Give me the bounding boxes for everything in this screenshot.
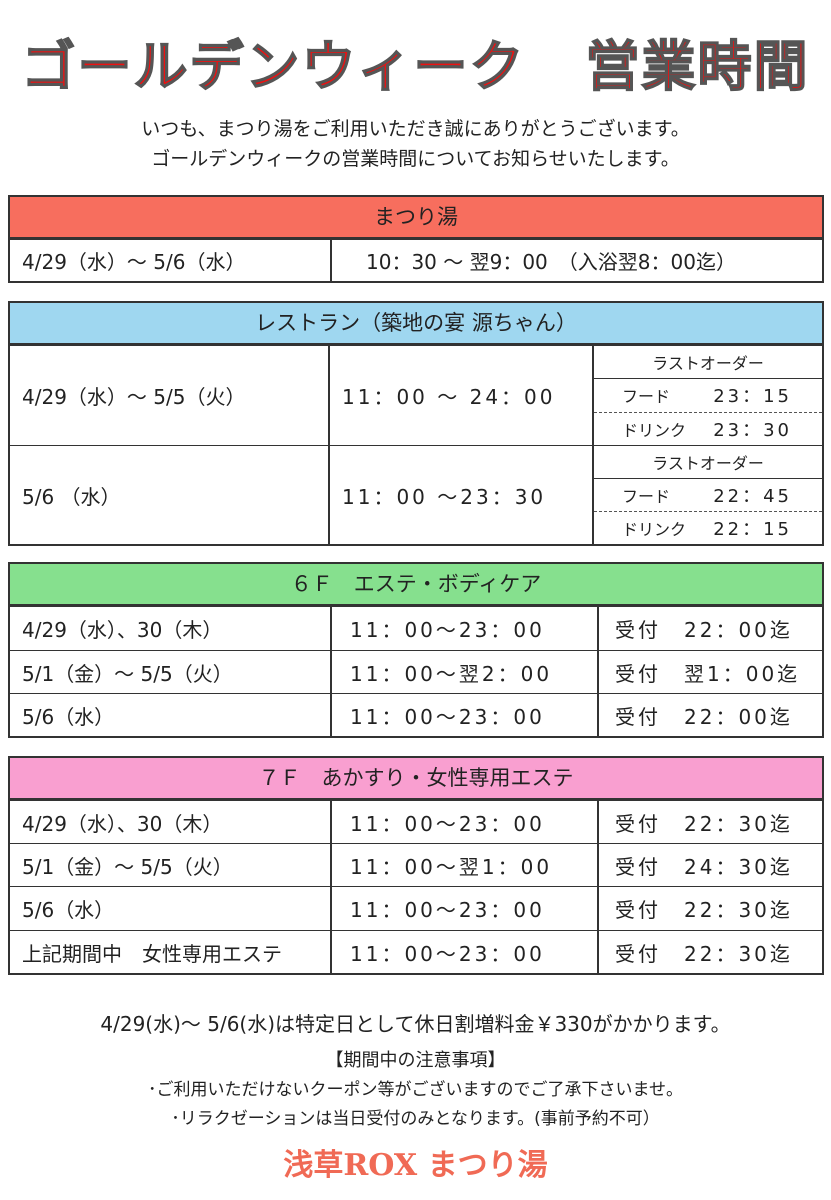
matsuriyu-table: まつり湯 4/29（水）～ 5/6（水） 10：30 ～ 翌9：00 （入浴翌8… [8, 195, 824, 283]
last-order-label: ラストオーダー [594, 346, 822, 380]
asakusa-rox-matsuriyu-logo: 浅草ROX まつり湯 [283, 1148, 548, 1183]
drink-label: ドリンク [622, 420, 687, 440]
table-row: 5/6（水） 11：00～23：00 受付 22：30迄 [10, 886, 822, 930]
hours-cell: 11：00～翌2：00 [330, 651, 597, 693]
last-order-label: ラストオーダー [594, 446, 822, 479]
drink-time: 23：30 [713, 419, 792, 441]
caution-title: 【期間中の注意事項】 [325, 1050, 506, 1071]
esthe-7f-table: ７Ｆ あかすり・女性専用エステ 4/29（水）、30（木） 11：00～23：0… [8, 756, 824, 975]
period-cell: 5/1（金）～ 5/5（火） [22, 854, 233, 879]
reception-cell: 受付 22：30迄 [597, 931, 822, 973]
food-time: 22：45 [713, 486, 792, 507]
table-row: 上記期間中 女性専用エステ 11：00～23：00 受付 22：30迄 [10, 930, 822, 973]
hours-cell: 11：00～23：00 [330, 694, 597, 736]
caution-item-coupon: ･ご利用いただけないクーポン等がございますのでご了承下さいませ。 [148, 1080, 683, 1100]
hours-cell: 11：00～翌1：00 [330, 844, 597, 886]
hours-cell: 11：00～23：00 [330, 607, 597, 650]
intro-line-2: ゴールデンウィークの営業時間についてお知らせいたします。 [151, 148, 680, 170]
matsuriyu-header: まつり湯 [10, 197, 822, 239]
reception-cell: 受付 22：30迄 [597, 801, 822, 843]
drink-last-order: ドリンク 23：30 [594, 413, 822, 445]
table-row: 4/29（水）、30（木） 11：00～23：00 受付 22：30迄 [10, 800, 822, 843]
food-time: 23：15 [713, 386, 792, 408]
last-order-cell: ラストオーダー フード 22：45 ドリンク 22：15 [592, 446, 822, 544]
drink-time: 22：15 [713, 519, 792, 540]
drink-last-order: ドリンク 22：15 [594, 512, 822, 544]
period-cell: 4/29（水）、30（木） [22, 618, 223, 642]
table-row: 5/1（金）～ 5/5（火） 11：00～翌2：00 受付 翌1：00迄 [10, 650, 822, 693]
intro-text: いつも、まつり湯をご利用いただき誠にありがとうございます。 ゴールデンウィークの… [0, 114, 831, 174]
hours-cell: 11：00 ～ 24：00 [328, 346, 592, 445]
table-row: 5/6 （水） 11：00 ～23：30 ラストオーダー フード 22：45 ドリ… [10, 445, 822, 544]
caution-item-relaxation: ･リラクゼーションは当日受付のみとなります。(事前予約不可） [171, 1109, 660, 1129]
food-label: フード [622, 487, 671, 506]
last-order-cell: ラストオーダー フード 23：15 ドリンク 23：30 [592, 346, 822, 445]
esthe-7f-header: ７Ｆ あかすり・女性専用エステ [10, 758, 822, 800]
title-golden-week: ゴールデンウィーク [21, 34, 526, 99]
period-cell: 5/6 （水） [22, 484, 121, 509]
restaurant-table: レストラン（築地の宴 源ちゃん） 4/29（水）～ 5/5（火） 11：00 ～… [8, 301, 824, 546]
table-row: 4/29（水）～ 5/6（水） 10：30 ～ 翌9：00 （入浴翌8：00迄） [10, 239, 822, 281]
hours-cell: 11：00 ～23：30 [328, 446, 592, 544]
reception-cell: 受付 22：00迄 [597, 694, 822, 736]
food-last-order: フード 22：45 [594, 479, 822, 512]
period-cell: 5/6（水） [22, 704, 115, 729]
period-cell: 4/29（水）～ 5/5（火） [22, 385, 246, 409]
period-cell: 上記期間中 女性専用エステ [22, 941, 282, 966]
food-label: フード [622, 387, 671, 407]
hours-cell: 11：00～23：00 [330, 931, 597, 973]
hours-cell: 11：00～23：00 [330, 887, 597, 930]
table-row: 5/1（金）～ 5/5（火） 11：00～翌1：00 受付 24：30迄 [10, 843, 822, 886]
esthe-6f-header: ６Ｆ エステ・ボディケア [10, 564, 822, 606]
intro-line-1: いつも、まつり湯をご利用いただき誠にありがとうございます。 [141, 118, 690, 140]
title-business-hours: 営業時間 [585, 34, 810, 99]
period-cell: 4/29（水）～ 5/6（水） [22, 250, 246, 274]
table-row: 5/6（水） 11：00～23：00 受付 22：00迄 [10, 693, 822, 736]
page-title: ゴールデンウィーク 営業時間 [0, 22, 831, 101]
reception-cell: 受付 翌1：00迄 [597, 651, 822, 693]
period-cell: 4/29（水）、30（木） [22, 811, 223, 836]
reception-cell: 受付 22：30迄 [597, 887, 822, 930]
esthe-6f-table: ６Ｆ エステ・ボディケア 4/29（水）、30（木） 11：00～23：00 受… [8, 562, 824, 738]
period-cell: 5/1（金）～ 5/5（火） [22, 661, 233, 686]
restaurant-header: レストラン（築地の宴 源ちゃん） [10, 303, 822, 345]
reception-cell: 受付 22：00迄 [597, 607, 822, 650]
reception-cell: 受付 24：30迄 [597, 844, 822, 886]
food-last-order: フード 23：15 [594, 379, 822, 413]
surcharge-note: 4/29(水)～ 5/6(水)は特定日として休日割増料金￥330がかかります。 [100, 1012, 731, 1036]
period-cell: 5/6（水） [22, 898, 115, 922]
table-row: 4/29（水）、30（木） 11：00～23：00 受付 22：00迄 [10, 606, 822, 650]
hours-cell: 11：00～23：00 [330, 801, 597, 843]
hours-cell: 10：30 ～ 翌9：00 （入浴翌8：00迄） [330, 240, 822, 281]
drink-label: ドリンク [622, 520, 687, 539]
table-row: 4/29（水）～ 5/5（火） 11：00 ～ 24：00 ラストオーダー フー… [10, 345, 822, 445]
